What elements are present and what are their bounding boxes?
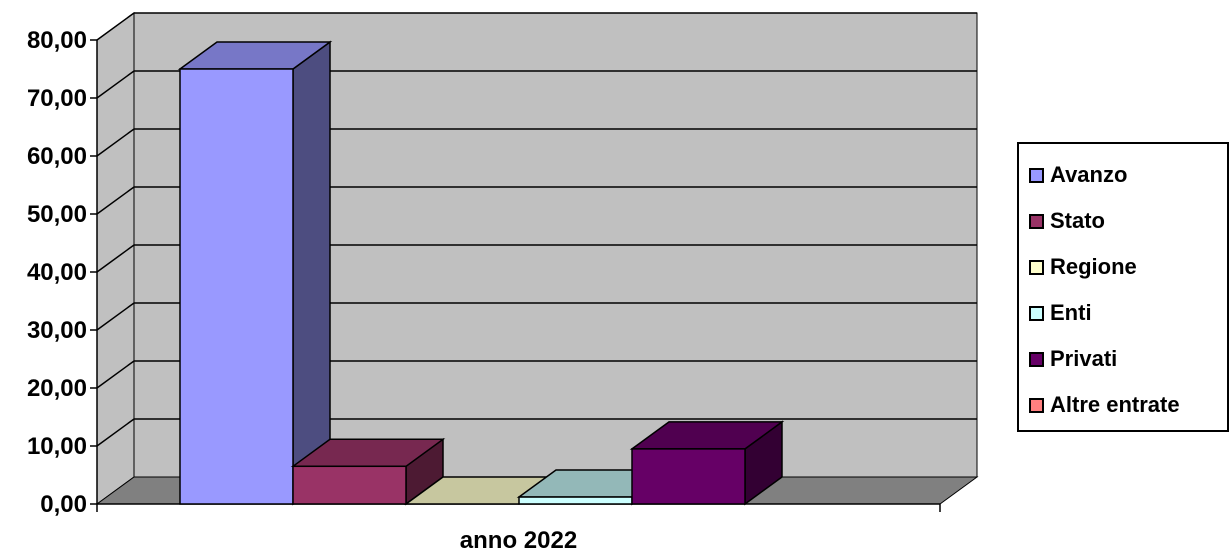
- y-tick-label: 60,00: [27, 143, 87, 170]
- legend-label: Regione: [1050, 254, 1137, 279]
- y-tick-label: 80,00: [27, 27, 87, 54]
- y-tick-label: 10,00: [27, 433, 87, 460]
- legend-label: Privati: [1050, 346, 1118, 371]
- y-tick-label: 0,00: [40, 491, 87, 518]
- legend-item: Stato: [1029, 206, 1105, 236]
- y-tick-label: 50,00: [27, 201, 87, 228]
- bar-front: [631, 448, 746, 505]
- gridline: [96, 186, 977, 215]
- gridline: [96, 244, 977, 273]
- gridline: [96, 360, 977, 389]
- legend-item: Regione: [1029, 252, 1137, 282]
- gridline: [96, 70, 977, 99]
- legend-swatch: [1029, 213, 1044, 229]
- legend-label: Enti: [1050, 300, 1092, 325]
- bar-front: [292, 465, 407, 505]
- gridline: [96, 302, 977, 331]
- legend-swatch: [1029, 259, 1044, 275]
- gridline: [96, 128, 977, 157]
- gridline: [96, 418, 977, 447]
- legend-item: Altre entrate: [1029, 390, 1180, 420]
- legend-item: Avanzo: [1029, 160, 1127, 190]
- legend-label: Avanzo: [1050, 162, 1128, 187]
- y-tick-labels: 0,00 10,00 20,00 30,00 40,00 50,00 60,00 70,00 8…: [27, 27, 87, 518]
- gridlines: [96, 12, 977, 447]
- legend-swatch: [1029, 351, 1044, 367]
- legend-swatch: [1029, 305, 1044, 321]
- legend: Avanzo Stato Regione Enti Privati Altre entra…: [1017, 142, 1229, 432]
- bars: [177, 40, 785, 506]
- x-category-label: anno 2022: [460, 527, 577, 554]
- legend-swatch: [1029, 167, 1044, 183]
- legend-swatch: [1029, 397, 1044, 413]
- y-tick-label: 40,00: [27, 259, 87, 286]
- legend-label: Stato: [1050, 208, 1105, 233]
- bar-stato: [290, 437, 446, 506]
- y-tick-label: 70,00: [27, 85, 87, 112]
- bar-avanzo: [177, 40, 333, 506]
- y-tick-label: 30,00: [27, 317, 87, 344]
- bar-front: [179, 68, 294, 505]
- bar-side: [292, 40, 331, 506]
- x-tick-labels: anno 2022: [460, 527, 577, 554]
- bar-privati: [629, 420, 785, 506]
- gridline: [96, 12, 977, 41]
- legend-item: Enti: [1029, 298, 1092, 328]
- bar-front: [518, 496, 633, 505]
- y-tick-label: 20,00: [27, 375, 87, 402]
- legend-label: Altre entrate: [1050, 392, 1180, 417]
- legend-item: Privati: [1029, 344, 1117, 374]
